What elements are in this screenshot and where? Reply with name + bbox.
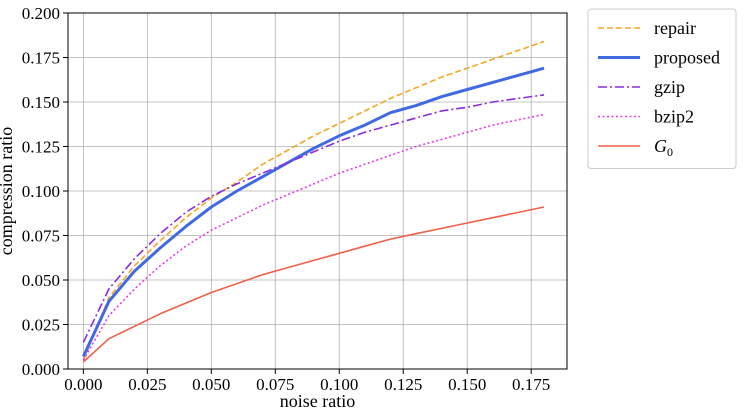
x-tick-label: 0.150 xyxy=(448,375,486,394)
y-tick-label: 0.125 xyxy=(22,138,60,157)
y-axis-ticks: 0.000 0.025 0.050 0.075 0.100 0.125 0.150 0.175… xyxy=(22,4,68,379)
y-tick-label: 0.150 xyxy=(22,93,60,112)
grid xyxy=(68,12,567,370)
x-tick-label: 0.050 xyxy=(192,375,230,394)
legend-label-repair: repair xyxy=(654,18,696,38)
x-axis-ticks: 0.000 0.025 0.050 0.075 0.100 0.125 0.150 0.175 xyxy=(64,369,550,394)
x-tick-label: 0.075 xyxy=(256,375,294,394)
legend-label-gzip: gzip xyxy=(654,77,685,97)
series-line-proposed xyxy=(82,66,545,358)
x-tick-label: 0.175 xyxy=(512,375,550,394)
y-tick-label: 0.000 xyxy=(22,360,60,379)
x-tick-label: 0.100 xyxy=(320,375,358,394)
x-tick-label: 0.025 xyxy=(128,375,166,394)
x-axis-title: noise ratio xyxy=(280,391,355,411)
y-tick-label: 0.175 xyxy=(22,49,60,68)
legend: repair proposed gzip bzip2 G0 xyxy=(587,8,737,169)
legend-box xyxy=(587,8,737,169)
y-tick-label: 0.050 xyxy=(22,271,60,290)
y-tick-label: 0.100 xyxy=(22,182,60,201)
y-tick-label: 0.075 xyxy=(22,227,60,246)
series-lines xyxy=(82,40,545,363)
y-tick-label: 0.025 xyxy=(22,316,60,335)
x-tick-label: 0.000 xyxy=(64,375,102,394)
series-line-repair xyxy=(82,40,545,361)
y-tick-label: 0.200 xyxy=(22,4,60,23)
legend-label-proposed: proposed xyxy=(654,48,720,68)
y-axis-title: compression ratio xyxy=(0,127,16,255)
series-line-gzip xyxy=(82,94,545,343)
legend-label-bzip2: bzip2 xyxy=(654,107,694,127)
legend-label-g0: G0 xyxy=(654,136,673,159)
x-tick-label: 0.125 xyxy=(384,375,422,394)
series-line-bzip2 xyxy=(82,113,545,361)
series-line-g0 xyxy=(82,206,545,363)
